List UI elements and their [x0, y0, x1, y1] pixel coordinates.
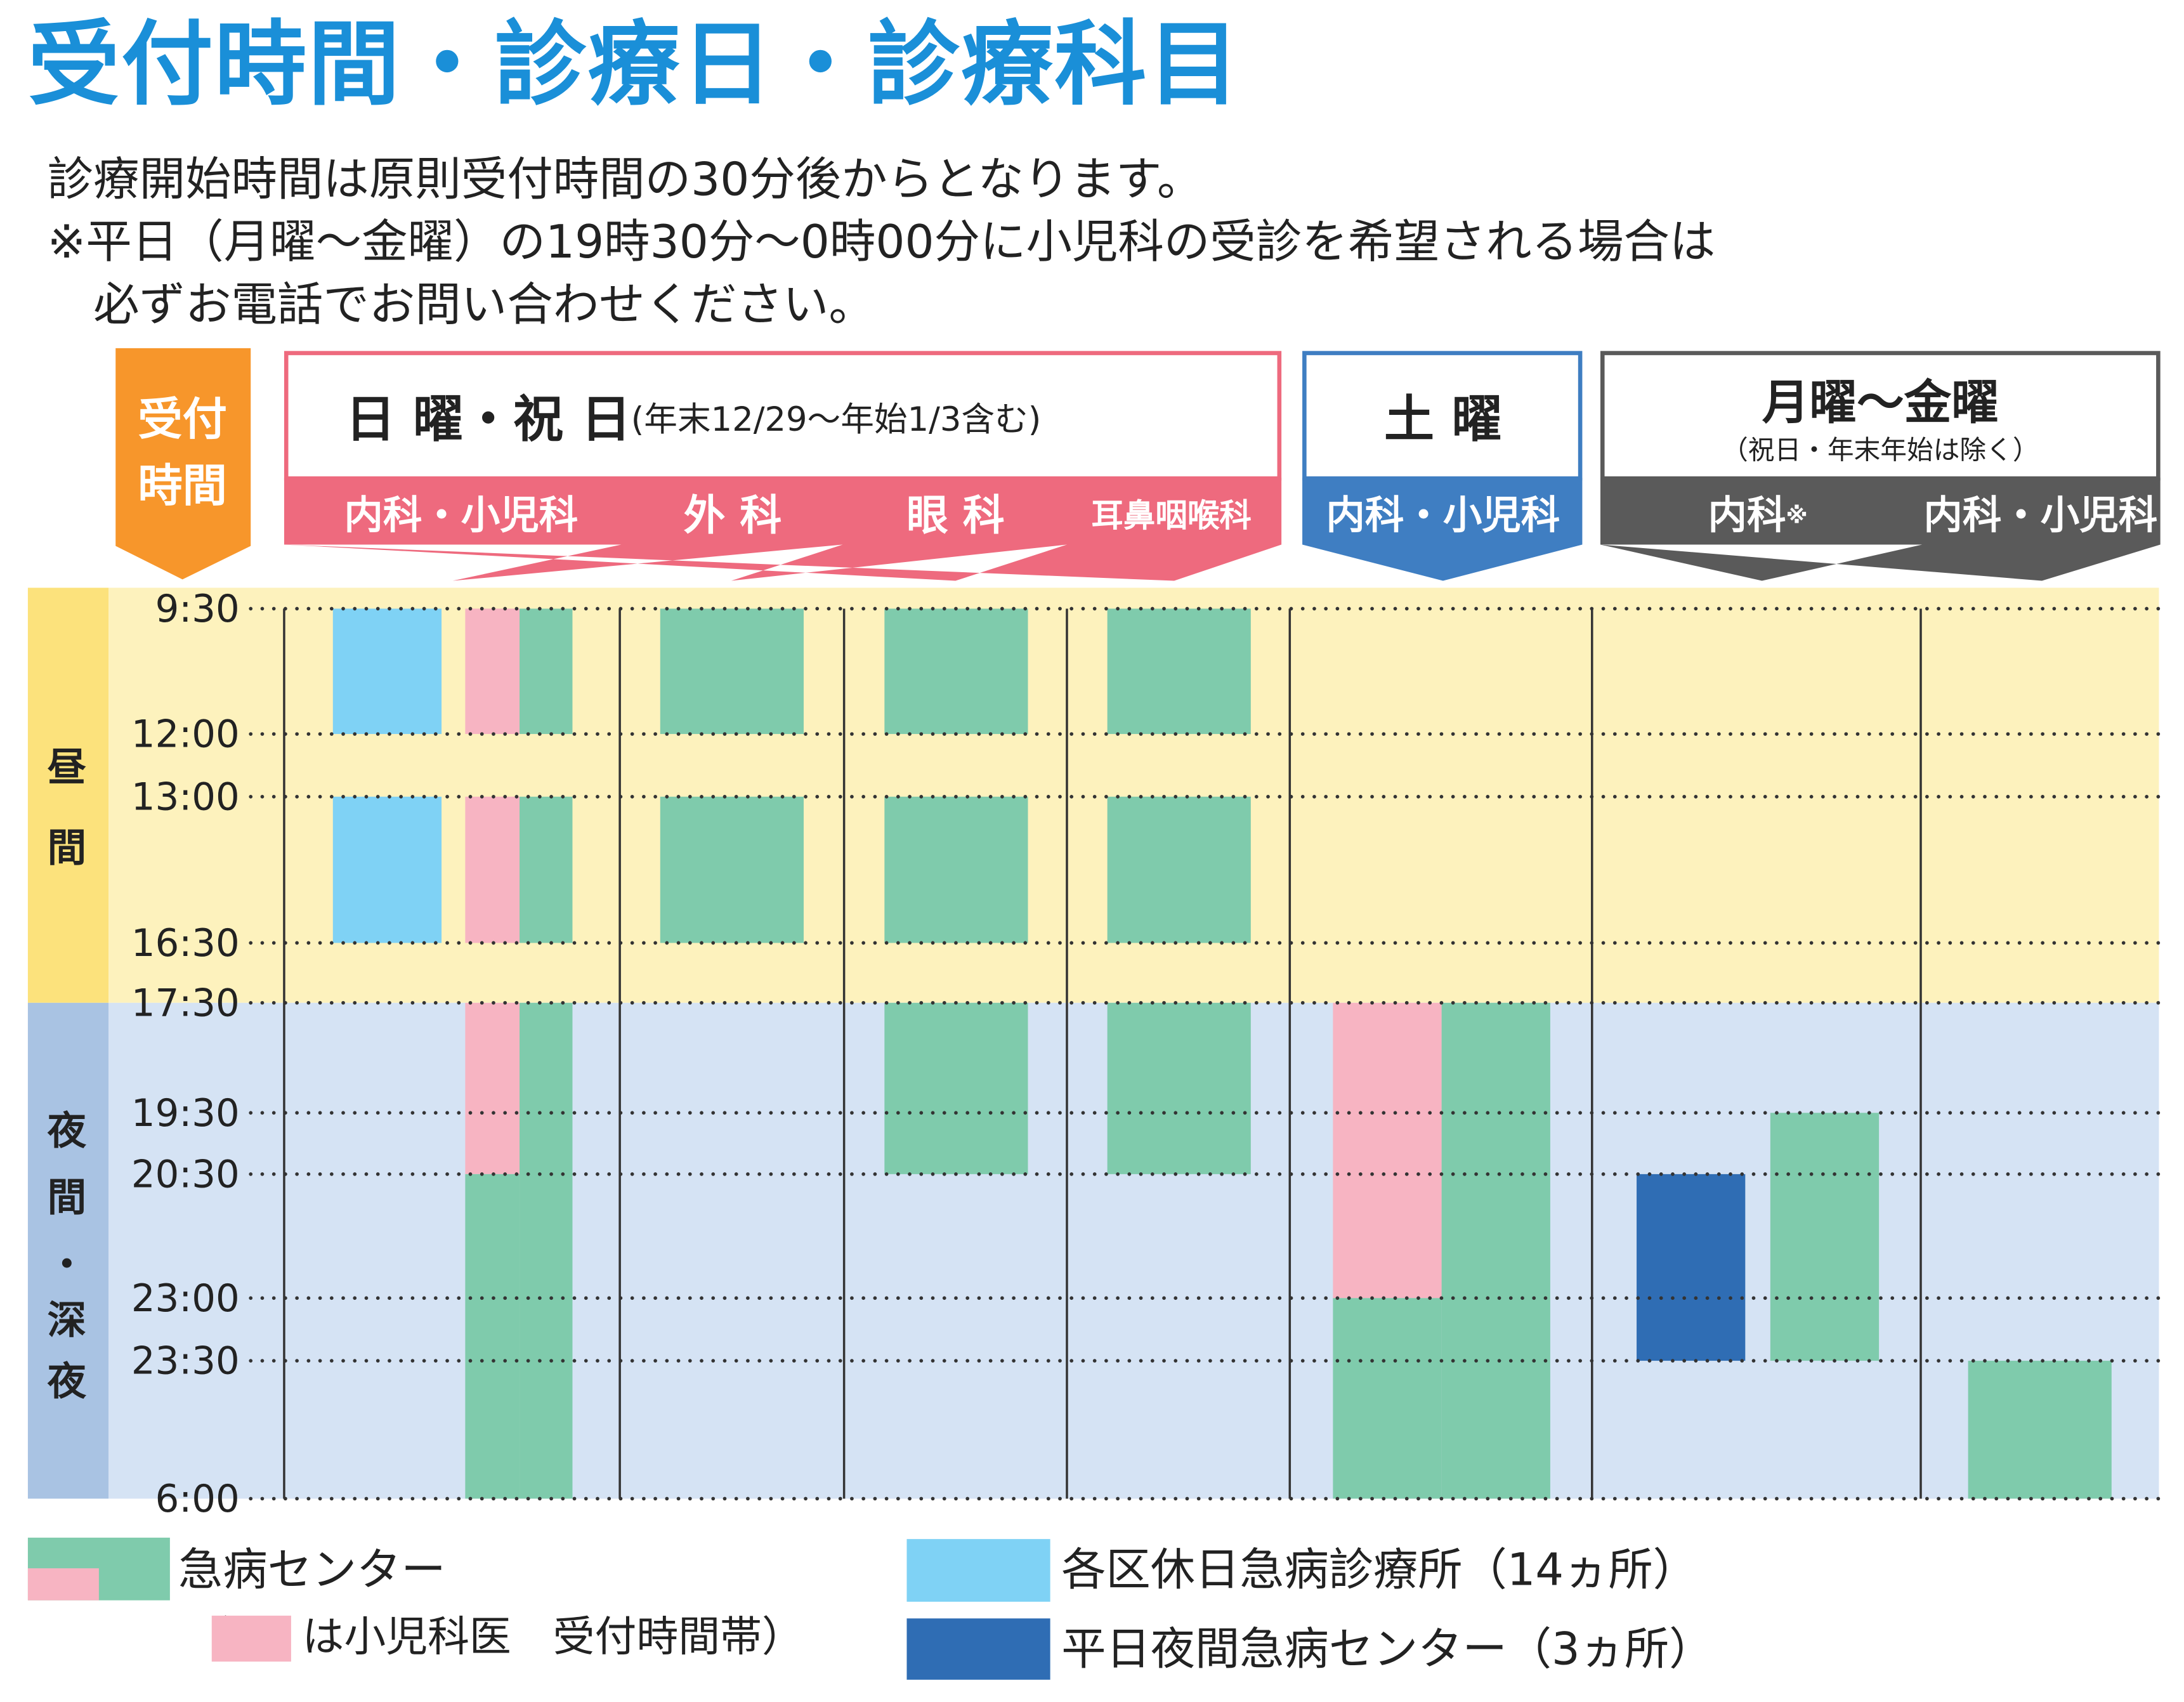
legend-swatch-pediatric-corner — [27, 1568, 99, 1601]
bar-emergency-center — [465, 1174, 520, 1499]
group-subtitle-weekday: （祝日・年末年始は除く） — [1722, 435, 2039, 466]
group-title-sunday: 日 曜・祝 日(年末12/29～年始1/3含む) — [346, 390, 1042, 448]
period-label-night: 深 — [48, 1298, 86, 1343]
day-label-band — [27, 587, 109, 1003]
bar-emergency-center — [660, 608, 804, 735]
time-tick-label: 9:30 — [155, 587, 240, 631]
time-tick-label: 13:00 — [131, 775, 240, 818]
bar-pediatric — [465, 796, 520, 943]
bar-emergency-center — [1968, 1361, 2112, 1499]
sub-header-bar-sunday — [284, 478, 1282, 581]
time-tick-label: 6:00 — [155, 1477, 240, 1521]
legend-label-emergency-center: 急病センター — [178, 1543, 446, 1595]
legend-swatch-ward-clinic — [906, 1539, 1050, 1602]
page-title: 受付時間・診療日・診療科目 — [27, 11, 1241, 119]
bar-weekday-night-center — [1637, 1174, 1746, 1361]
night-label-band — [27, 1002, 109, 1499]
legend-label-pediatric: は小児科医 受付時間帯） — [302, 1612, 803, 1661]
time-tick-label: 23:30 — [131, 1339, 240, 1383]
time-tick-label: 19:30 — [131, 1091, 240, 1135]
column-label: 内科・小児科 — [1326, 493, 1560, 538]
bar-emergency-center — [1107, 796, 1251, 943]
column-label: 眼 科 — [906, 491, 1005, 540]
bar-pediatric — [1333, 1002, 1442, 1299]
group-header-weekday — [1600, 351, 2161, 481]
period-label-night: ・ — [48, 1242, 86, 1287]
group-title-saturday: 土 曜 — [1384, 390, 1502, 448]
bar-emergency-center — [1333, 1298, 1442, 1499]
period-label-day: 昼 — [48, 745, 86, 790]
period-label-night: 夜 — [47, 1359, 87, 1404]
bar-ward-clinic — [332, 608, 442, 735]
group-title-text: 日 曜・祝 日 — [346, 390, 631, 448]
bar-emergency-center — [520, 608, 573, 735]
time-tick-label: 17:30 — [131, 981, 240, 1024]
group-header-sunday — [284, 351, 1282, 481]
bar-emergency-center — [884, 608, 1028, 735]
bar-emergency-center — [884, 796, 1028, 943]
column-label: 内科・小児科 — [344, 493, 578, 538]
bar-emergency-center — [520, 796, 573, 943]
group-header-saturday — [1302, 351, 1583, 481]
bar-emergency-center — [1107, 608, 1251, 735]
legend-label-ward-clinic: 各区休日急病診療所（14ヵ所） — [1061, 1543, 1697, 1595]
reception-header-label: 時間 — [138, 460, 227, 512]
bar-emergency-center — [1107, 1002, 1251, 1174]
period-label-day: 間 — [48, 826, 86, 871]
time-tick-label: 16:30 — [131, 921, 240, 965]
bar-emergency-center — [660, 796, 804, 943]
legend-swatch-pediatric — [211, 1615, 291, 1662]
legend-swatch-weekday-night-center — [906, 1618, 1050, 1680]
column-label: 外 科 — [684, 491, 782, 540]
column-label: 耳鼻咽喉科 — [1091, 497, 1252, 534]
period-label-night: 間 — [48, 1175, 86, 1221]
bar-pediatric — [465, 608, 520, 735]
legend-label-weekday-night-center: 平日夜間急病センター（3ヵ所） — [1061, 1623, 1713, 1675]
column-label: 内科・小児科 — [1923, 493, 2157, 538]
bar-emergency-center — [520, 1002, 573, 1499]
intro-notes: 診療開始時間は原則受付時間の30分後からとなります。 ※平日（月曜～金曜）の19… — [48, 148, 1716, 336]
column-label-mark: ※ — [1786, 502, 1807, 528]
intro-line: ※平日（月曜～金曜）の19時30分～0時00分に小児科の受診を希望される場合は — [47, 214, 1716, 269]
group-subtitle: (年末12/29～年始1/3含む) — [631, 400, 1042, 438]
bar-emergency-center — [884, 1002, 1028, 1174]
time-tick-label: 20:30 — [131, 1152, 240, 1196]
time-tick-label: 23:00 — [131, 1276, 240, 1320]
intro-line: 診療開始時間は原則受付時間の30分後からとなります。 — [47, 152, 1203, 206]
sub-header-bar-weekday — [1600, 478, 2161, 581]
period-label-night: 夜 — [47, 1108, 87, 1153]
time-tick-label: 12:00 — [131, 712, 240, 756]
bar-ward-clinic — [332, 796, 442, 943]
intro-line: 必ずお電話でお問い合わせください。 — [47, 277, 875, 332]
reception-header — [115, 348, 251, 580]
bar-emergency-center — [1770, 1113, 1880, 1361]
bar-pediatric — [465, 1002, 520, 1174]
reception-header-label: 受付 — [138, 393, 227, 445]
group-title-weekday: 月曜～金曜 — [1762, 375, 1999, 430]
sub-header-bar-saturday — [1302, 478, 1583, 581]
bar-emergency-center — [1441, 1002, 1550, 1499]
